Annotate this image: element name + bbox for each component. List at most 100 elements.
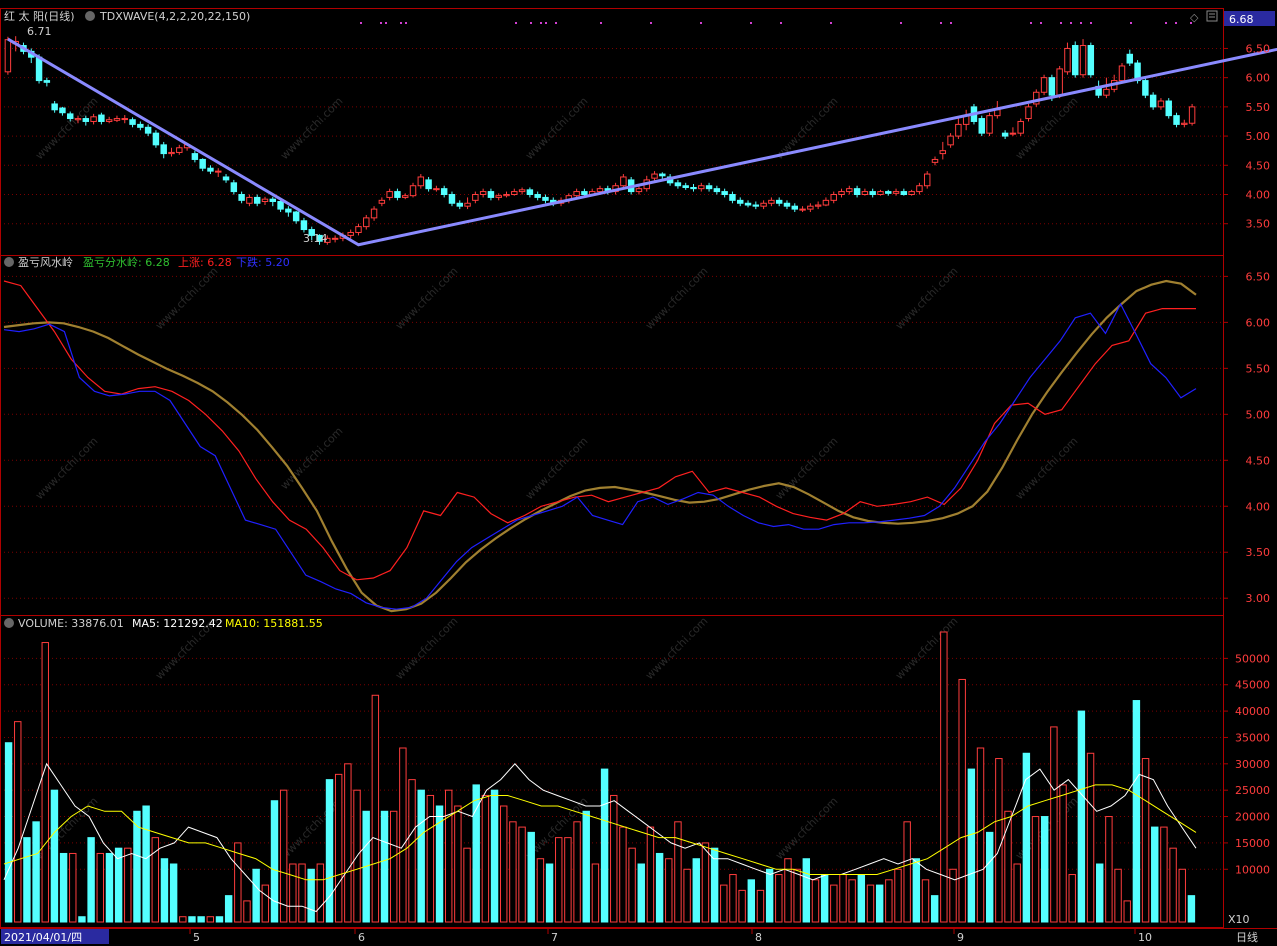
mid-tick-label: 4.50	[1246, 454, 1271, 467]
candle-up	[495, 195, 502, 198]
candle-down	[659, 173, 666, 177]
candle-up	[1064, 47, 1071, 73]
candle-up	[1118, 65, 1126, 82]
candle-down	[752, 204, 760, 207]
volume-bar-up	[573, 821, 581, 923]
candle-down	[1165, 100, 1172, 117]
candle-down	[425, 179, 432, 190]
volume-bar-down	[820, 874, 829, 923]
top-pane-header: 红 太 阳(日线) TDXWAVE(4,2,2,20,22,150) ◇ 6.6…	[4, 9, 1275, 245]
candle-up	[955, 123, 962, 137]
vol-tick-label: 50000	[1235, 652, 1270, 665]
vol-pane-header: VOLUME: 33876.01 MA5: 121292.42 MA10: 15…	[4, 617, 1250, 926]
collapse-icon[interactable]	[4, 618, 14, 628]
top-pane-marks	[4, 22, 1277, 247]
volume-bar-down	[23, 837, 31, 923]
candle-up	[1103, 88, 1110, 96]
candle-down	[1142, 80, 1149, 96]
candle-up	[105, 119, 113, 122]
candle-down	[721, 191, 728, 196]
candle-up	[74, 118, 82, 121]
candle-up	[4, 39, 12, 73]
month-label: 10	[1138, 931, 1152, 944]
candle-down	[791, 205, 798, 210]
diamond-icon[interactable]: ◇	[1190, 11, 1199, 24]
menu-icon[interactable]	[1206, 10, 1218, 22]
volume-bar-up	[1068, 874, 1076, 923]
volume-bar-up	[619, 826, 627, 923]
period-label[interactable]: 日线	[1236, 930, 1258, 944]
collapse-icon[interactable]	[4, 257, 14, 267]
volume-bar-down	[1132, 700, 1141, 923]
volume-bar-up	[1059, 784, 1067, 923]
candle-up	[596, 188, 604, 193]
volume-bar-up	[1050, 726, 1058, 923]
volume-bar-down	[270, 800, 279, 923]
volume-bar-down	[930, 895, 939, 923]
candle-down	[1087, 45, 1095, 76]
candle-up	[324, 237, 331, 243]
candle-down	[885, 191, 892, 194]
volume-bar-up	[995, 758, 1003, 923]
candle-down	[1001, 132, 1009, 137]
signal-dot	[380, 22, 382, 24]
volume-bar-down	[114, 847, 123, 923]
signal-dot	[830, 22, 832, 24]
signal-dot	[1030, 22, 1032, 24]
candle-up	[1181, 122, 1188, 125]
signal-dot	[555, 22, 557, 24]
volume-bar-up	[500, 805, 508, 923]
candle-down	[308, 229, 315, 236]
candle-down	[534, 194, 541, 198]
candle-down	[448, 194, 456, 204]
candle-up	[331, 237, 339, 240]
signal-dot	[1040, 22, 1042, 24]
candle-up	[433, 188, 440, 191]
top-tick-label: 6.00	[1246, 72, 1271, 85]
candle-up	[347, 231, 354, 236]
water-line	[3, 279, 1197, 613]
water-label: 盈亏分水岭: 6.28	[83, 255, 170, 269]
candle-up	[908, 191, 915, 196]
candle-down	[729, 194, 736, 201]
volume-bar-up	[848, 879, 856, 923]
indicator-label[interactable]: TDXWAVE(4,2,2,20,22,150)	[99, 10, 250, 23]
top-pane-title: 红 太 阳(日线)	[4, 9, 75, 23]
mid-tick-label: 4.00	[1246, 500, 1271, 513]
vol-tick-label: 40000	[1235, 705, 1270, 718]
vol-tick-label: 15000	[1235, 837, 1270, 850]
candle-down	[705, 185, 713, 190]
candle-down	[144, 126, 152, 134]
candle-up	[417, 176, 425, 187]
candle-down	[300, 220, 308, 231]
volume-bar-up	[646, 826, 655, 923]
candle-down	[526, 189, 534, 195]
candle-up	[1017, 120, 1024, 134]
volume-bar-down	[59, 852, 68, 923]
volume-bar-up	[701, 842, 710, 923]
candle-up	[923, 173, 931, 187]
mid-pane-title[interactable]: 盈亏风水岭	[18, 255, 73, 269]
signal-dot	[1190, 22, 1192, 24]
candle-up	[503, 194, 510, 197]
candle-down	[316, 234, 323, 242]
volume-label[interactable]: VOLUME: 33876.01	[18, 617, 124, 630]
volume-bar-down	[380, 810, 389, 923]
volume-bar-up	[298, 863, 306, 923]
volume-bar-down	[802, 858, 811, 923]
month-label: 6	[358, 931, 365, 944]
signal-dot	[940, 22, 942, 24]
volume-bar-up	[509, 821, 517, 923]
volume-unit: X10	[1228, 913, 1250, 926]
mid-tick-label: 5.50	[1246, 362, 1271, 375]
volume-bar-down	[710, 847, 719, 923]
volume-bar-up	[793, 868, 801, 923]
collapse-icon[interactable]	[85, 11, 95, 21]
volume-bar-down	[600, 768, 609, 923]
volume-bar-up	[738, 889, 746, 923]
volume-bar-up	[408, 779, 416, 923]
volume-bar-up	[389, 810, 398, 923]
candle-up	[620, 176, 627, 187]
volume-bar-down	[252, 868, 260, 923]
candle-up	[402, 195, 409, 198]
